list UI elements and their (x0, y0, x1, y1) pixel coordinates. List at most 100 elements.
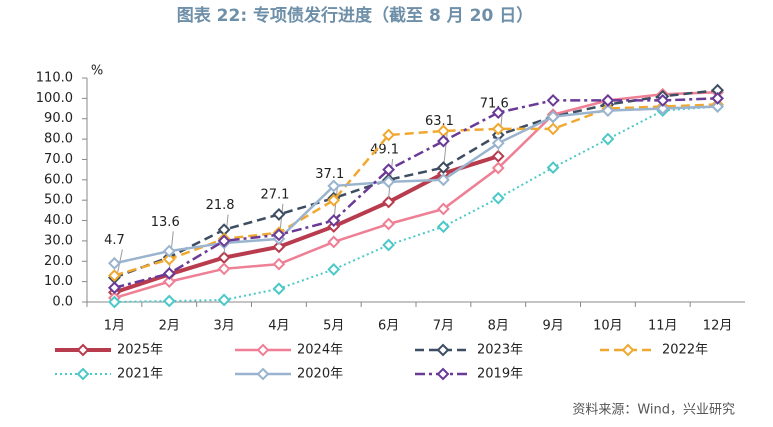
data-label: 21.8 (206, 198, 235, 213)
point-marker (162, 244, 176, 258)
point-marker (382, 217, 395, 231)
point-marker (162, 267, 176, 280)
point-marker (382, 175, 395, 189)
point-marker (217, 234, 231, 248)
point-marker (656, 93, 670, 107)
series-line (114, 103, 718, 277)
series-line (114, 105, 718, 265)
legend-marker (621, 343, 635, 357)
point-marker (437, 134, 450, 148)
point-marker (217, 262, 231, 276)
point-marker (382, 195, 395, 209)
point-marker (601, 93, 615, 107)
legend-label: 2023年 (477, 343, 523, 358)
x-tick-label: 5月 (323, 319, 344, 334)
point-marker (491, 122, 505, 136)
point-marker (437, 161, 450, 175)
x-tick-label: 12月 (703, 319, 733, 334)
x-tick-label: 9月 (542, 319, 563, 334)
x-tick-label: 6月 (378, 319, 399, 334)
y-unit: % (91, 64, 103, 79)
point-marker (382, 128, 395, 142)
x-tick-label: 8月 (488, 319, 509, 334)
y-tick-label: 80.0 (44, 132, 73, 147)
point-marker (327, 263, 341, 276)
point-marker (272, 257, 286, 271)
series-line (114, 105, 718, 303)
y-tick-label: 40.0 (44, 213, 73, 228)
point-marker (601, 132, 615, 146)
data-label: 63.1 (425, 114, 454, 129)
legend-label: 2020年 (297, 367, 343, 382)
point-marker (491, 191, 505, 205)
point-marker (711, 100, 724, 113)
data-label: 71.6 (480, 97, 509, 112)
legend-marker (76, 343, 90, 357)
legend-label: 2025年 (117, 343, 163, 358)
point-marker (272, 208, 286, 221)
x-tick-label: 1月 (104, 319, 125, 334)
y-tick-label: 30.0 (44, 233, 73, 248)
point-marker (546, 110, 560, 124)
point-marker (437, 220, 450, 234)
y-tick-label: 90.0 (44, 111, 73, 126)
x-tick-label: 4月 (268, 319, 289, 334)
point-marker (162, 294, 176, 308)
point-marker (546, 161, 560, 175)
point-marker (327, 235, 341, 249)
y-tick-label: 100.0 (36, 91, 73, 106)
point-marker (491, 161, 505, 175)
point-marker (491, 106, 505, 120)
point-marker (711, 91, 724, 105)
y-tick-label: 20.0 (44, 254, 73, 269)
point-marker (108, 269, 121, 282)
y-tick-label: 50.0 (44, 193, 73, 208)
x-tick-label: 7月 (433, 319, 454, 334)
point-marker (162, 252, 176, 266)
point-marker (491, 149, 505, 163)
y-tick-label: 60.0 (44, 172, 73, 187)
legend-marker (76, 367, 90, 381)
point-marker (437, 173, 450, 187)
point-marker (601, 104, 615, 117)
series-line (113, 88, 718, 279)
y-tick-label: 10.0 (44, 274, 73, 289)
legend-label: 2024年 (297, 343, 343, 358)
point-marker (108, 281, 121, 295)
point-marker (546, 122, 560, 136)
y-tick-label: 110.0 (36, 71, 73, 86)
point-marker (656, 102, 670, 115)
legend-label: 2021年 (117, 367, 163, 382)
point-marker (546, 93, 560, 107)
legend-marker (436, 367, 450, 381)
x-tick-label: 10月 (593, 319, 623, 334)
legend-marker (256, 367, 270, 381)
x-tick-label: 2月 (159, 319, 180, 334)
legend-label: 2022年 (662, 343, 708, 358)
point-marker (382, 238, 395, 252)
point-marker (327, 193, 341, 207)
series-line (113, 154, 499, 295)
x-tick-label: 11月 (648, 319, 678, 334)
point-marker (437, 202, 450, 216)
data-label: 27.1 (260, 187, 289, 202)
point-marker (217, 251, 231, 265)
y-tick-label: 0.0 (52, 295, 73, 310)
point-marker (327, 179, 341, 193)
point-marker (327, 214, 341, 227)
point-marker (162, 275, 176, 289)
legend-label: 2019年 (477, 367, 523, 382)
data-label: 37.1 (315, 167, 344, 182)
series-line (114, 97, 718, 289)
legend-marker (436, 343, 450, 357)
source: 资料来源：Wind，兴业研究 (572, 403, 735, 418)
data-label: 4.7 (104, 233, 125, 248)
data-label: 49.1 (370, 143, 399, 158)
point-marker (272, 240, 286, 254)
point-marker (272, 228, 286, 242)
point-marker (491, 136, 505, 150)
data-label: 13.6 (151, 215, 180, 230)
point-marker (108, 256, 121, 270)
legend-marker (256, 343, 270, 357)
